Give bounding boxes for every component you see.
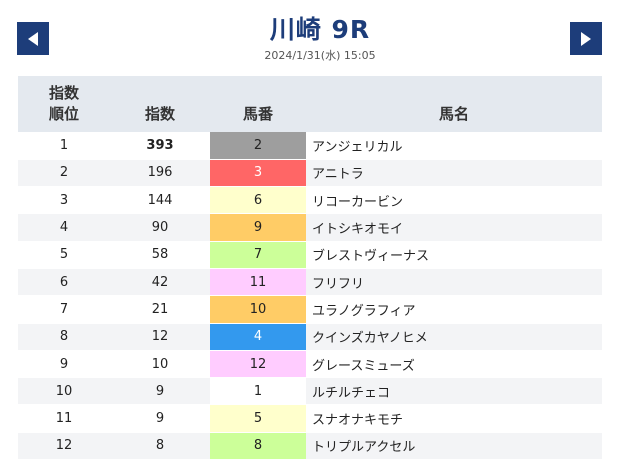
header-rank-line2: 順位 bbox=[48, 105, 79, 123]
rank-cell: 11 bbox=[18, 404, 110, 433]
ranking-table: 指数 順位 指数 馬番 馬名 1 393 2 アンジェリカル 2 196 3 アニトラ 3 144… bbox=[18, 76, 602, 461]
table-row: 12 8 8 トリプルアクセル bbox=[18, 432, 602, 461]
table-row: 10 9 1 ルチルチェコ bbox=[18, 377, 602, 406]
index-cell: 8 bbox=[110, 432, 210, 461]
index-cell: 58 bbox=[110, 241, 210, 269]
table-row: 9 10 12 グレースミューズ bbox=[18, 350, 602, 379]
horse-name-cell[interactable]: イトシキオモイ bbox=[306, 213, 602, 242]
table-row: 11 9 5 スナオナキモチ bbox=[18, 404, 602, 433]
horse-number-cell: 7 bbox=[210, 241, 306, 269]
table-row: 5 58 7 ブレストヴィーナス bbox=[18, 241, 602, 269]
table-header-row: 指数 順位 指数 馬番 馬名 bbox=[18, 76, 602, 132]
ranking-table-wrap: 指数 順位 指数 馬番 馬名 1 393 2 アンジェリカル 2 196 3 アニトラ 3 144… bbox=[18, 76, 602, 461]
table-row: 4 90 9 イトシキオモイ bbox=[18, 213, 602, 242]
header-rank: 指数 順位 bbox=[18, 76, 110, 132]
next-race-button[interactable] bbox=[570, 22, 602, 55]
index-cell: 10 bbox=[110, 350, 210, 379]
index-cell: 42 bbox=[110, 268, 210, 297]
arrow-left-icon bbox=[28, 31, 38, 46]
horse-name-cell[interactable]: スナオナキモチ bbox=[306, 404, 602, 433]
index-cell: 196 bbox=[110, 159, 210, 188]
rank-cell: 5 bbox=[18, 241, 110, 269]
rank-cell: 4 bbox=[18, 213, 110, 242]
rank-cell: 2 bbox=[18, 159, 110, 188]
horse-number-cell: 12 bbox=[210, 350, 306, 379]
arrow-right-icon bbox=[581, 31, 591, 46]
horse-number-cell: 5 bbox=[210, 404, 306, 433]
table-row: 8 12 4 クインズカヤノヒメ bbox=[18, 323, 602, 351]
rank-cell: 9 bbox=[18, 350, 110, 379]
horse-number-cell: 9 bbox=[210, 213, 306, 242]
rank-cell: 8 bbox=[18, 323, 110, 351]
horse-number-cell: 4 bbox=[210, 323, 306, 351]
horse-name-cell[interactable]: クインズカヤノヒメ bbox=[306, 323, 602, 351]
rank-cell: 3 bbox=[18, 186, 110, 215]
index-cell: 144 bbox=[110, 186, 210, 215]
race-datetime: 2024/1/31(水) 15:05 bbox=[264, 49, 376, 62]
horse-number-cell: 10 bbox=[210, 295, 306, 324]
horse-name-cell[interactable]: ブレストヴィーナス bbox=[306, 241, 602, 269]
index-cell: 12 bbox=[110, 323, 210, 351]
rank-cell: 1 bbox=[18, 132, 110, 160]
rank-cell: 12 bbox=[18, 432, 110, 461]
header-index: 指数 bbox=[110, 76, 210, 132]
prev-race-button[interactable] bbox=[17, 22, 49, 55]
rank-cell: 6 bbox=[18, 268, 110, 297]
table-row: 7 21 10 ユラノグラフィア bbox=[18, 295, 602, 324]
table-body: 1 393 2 アンジェリカル 2 196 3 アニトラ 3 144 6 リコーカービン 4 90 9 イトシ… bbox=[18, 132, 602, 461]
table-row: 1 393 2 アンジェリカル bbox=[18, 132, 602, 160]
table-row: 2 196 3 アニトラ bbox=[18, 159, 602, 188]
horse-number-cell: 8 bbox=[210, 432, 306, 461]
horse-name-cell[interactable]: アニトラ bbox=[306, 159, 602, 188]
index-cell: 9 bbox=[110, 377, 210, 406]
horse-name-cell[interactable]: グレースミューズ bbox=[306, 350, 602, 379]
horse-number-cell: 3 bbox=[210, 159, 306, 188]
header-name: 馬名 bbox=[306, 76, 602, 132]
rank-cell: 7 bbox=[18, 295, 110, 324]
index-cell: 9 bbox=[110, 404, 210, 433]
horse-name-cell[interactable]: フリフリ bbox=[306, 268, 602, 297]
horse-number-cell: 2 bbox=[210, 132, 306, 160]
horse-name-cell[interactable]: アンジェリカル bbox=[306, 132, 602, 160]
header-number: 馬番 bbox=[210, 76, 306, 132]
header-rank-line1: 指数 bbox=[48, 84, 79, 102]
table-row: 6 42 11 フリフリ bbox=[18, 268, 602, 297]
horse-number-cell: 1 bbox=[210, 377, 306, 406]
index-cell: 21 bbox=[110, 295, 210, 324]
index-cell: 393 bbox=[110, 132, 210, 160]
horse-number-cell: 11 bbox=[210, 268, 306, 297]
horse-number-cell: 6 bbox=[210, 186, 306, 215]
index-cell: 90 bbox=[110, 213, 210, 242]
horse-name-cell[interactable]: ルチルチェコ bbox=[306, 377, 602, 406]
horse-name-cell[interactable]: リコーカービン bbox=[306, 186, 602, 215]
race-title: 川崎 9R bbox=[269, 15, 371, 44]
table-row: 3 144 6 リコーカービン bbox=[18, 186, 602, 215]
horse-name-cell[interactable]: トリプルアクセル bbox=[306, 432, 602, 461]
rank-cell: 10 bbox=[18, 377, 110, 406]
horse-name-cell[interactable]: ユラノグラフィア bbox=[306, 295, 602, 324]
